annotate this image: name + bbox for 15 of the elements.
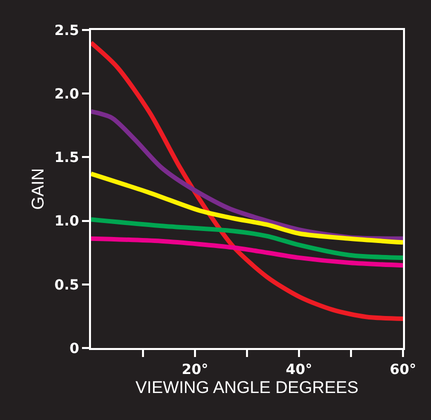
- line-series: [91, 171, 403, 245]
- line-series: [91, 217, 403, 260]
- x-axis-title: VIEWING ANGLE DEGREES: [136, 378, 358, 397]
- y-tick-label: 1.5: [54, 150, 80, 166]
- line-series: [91, 236, 403, 268]
- y-tick-label: 2.0: [54, 86, 80, 102]
- x-tick-label: 40°: [286, 362, 312, 378]
- y-axis-title: GAIN: [28, 168, 48, 210]
- y-tick-label: 1.0: [54, 214, 80, 230]
- y-tick-label: 0.5: [54, 277, 80, 294]
- y-tick-label: 0: [69, 340, 80, 357]
- y-tick-label: 2.5: [54, 22, 80, 39]
- x-tick-label: 60°: [390, 362, 416, 378]
- line-series: [91, 40, 403, 321]
- x-tick-label: 20°: [182, 362, 208, 378]
